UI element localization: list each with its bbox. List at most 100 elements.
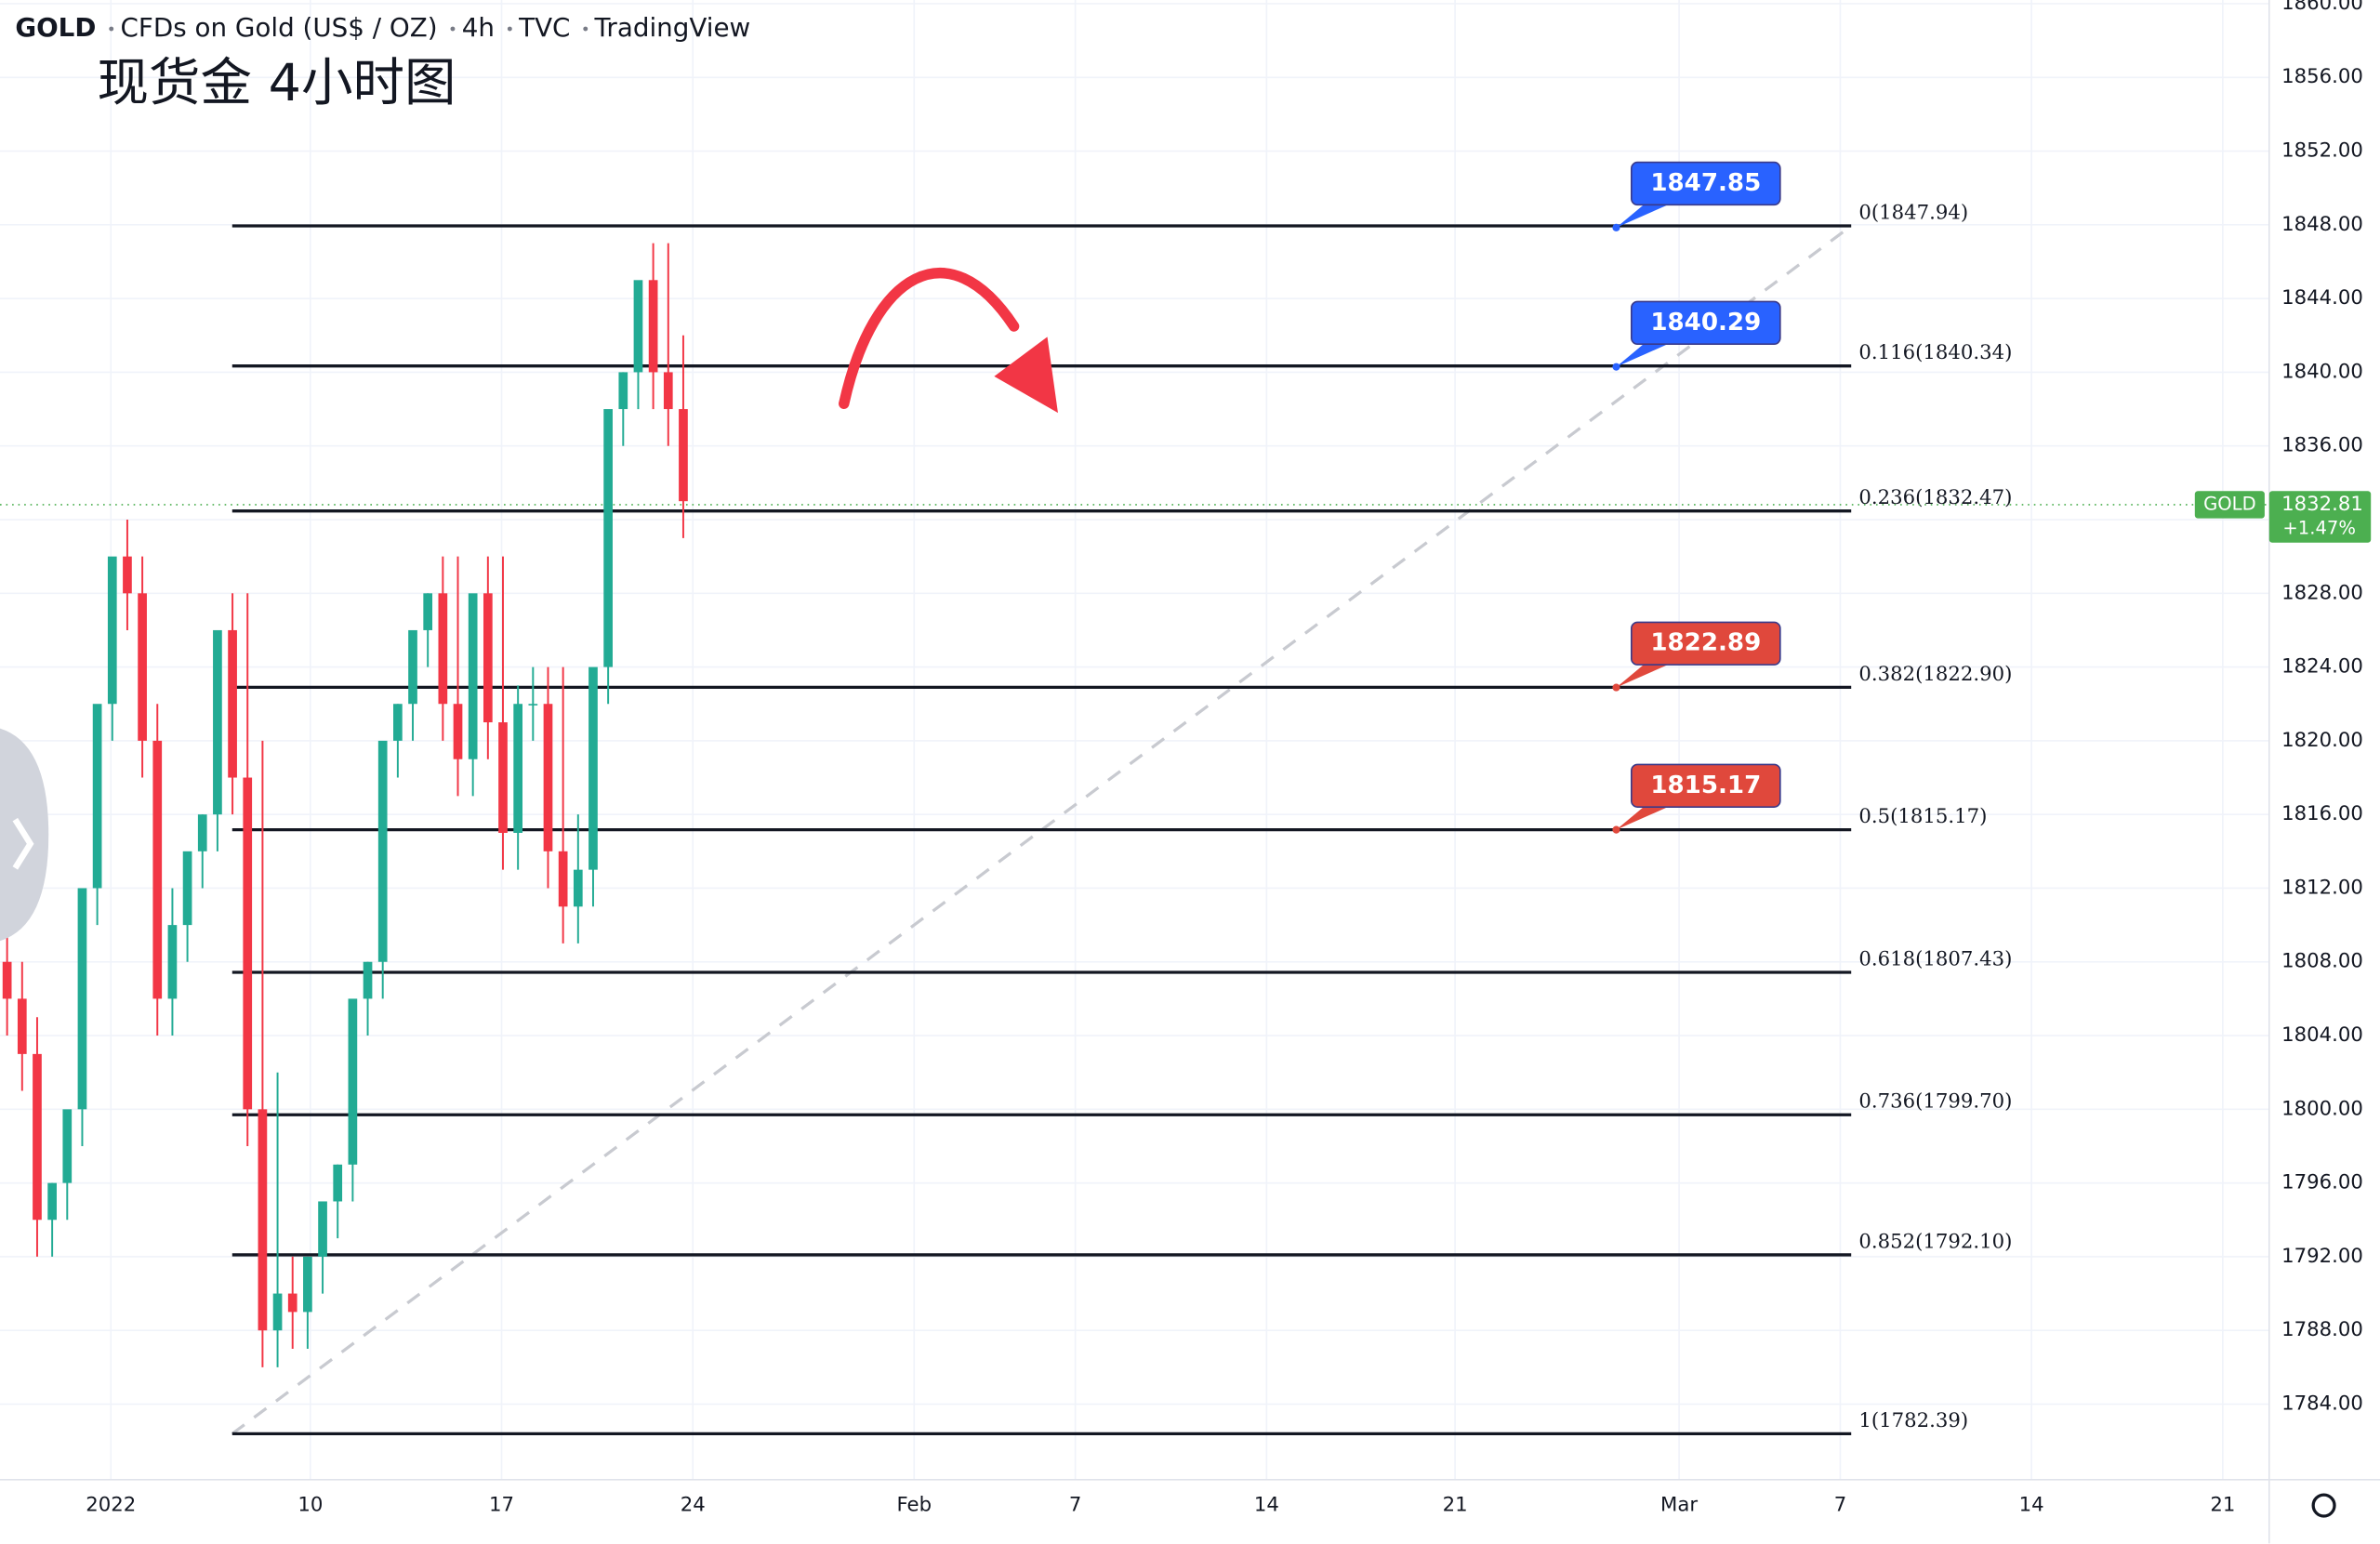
x-tick-label: 21 <box>2210 1494 2235 1517</box>
callout-anchor <box>1612 363 1620 371</box>
candle-body <box>92 704 102 889</box>
candle-body <box>17 998 27 1054</box>
candle-body <box>377 740 388 962</box>
y-tick-label: 1820.00 <box>2281 729 2363 752</box>
fib-label: 0.5(1815.17) <box>1858 805 1987 828</box>
y-tick-label: 1844.00 <box>2281 286 2363 310</box>
candle-body <box>258 1109 268 1331</box>
candle-body <box>573 869 583 907</box>
candle-body <box>513 704 523 833</box>
candle-body <box>318 1201 327 1257</box>
header-text: TradingView <box>594 12 751 43</box>
callout-pointer <box>1616 344 1668 367</box>
candle-body <box>77 888 87 1110</box>
header-separator <box>450 26 456 32</box>
candle-body <box>138 593 147 741</box>
candle-body <box>333 1164 343 1202</box>
candle-body <box>558 851 568 907</box>
header: GOLD CFDs on Gold (US$ / OZ) 4h TVC TradingV… <box>15 12 750 43</box>
candle-body <box>272 1293 283 1331</box>
candle-body <box>243 777 253 1110</box>
header-separator <box>109 26 114 32</box>
callout-pointer <box>1616 807 1668 830</box>
y-tick-label: 1848.00 <box>2281 213 2363 236</box>
candle-body <box>648 280 658 373</box>
callout-pointer <box>1616 665 1668 688</box>
header-separator <box>507 26 512 32</box>
candle-body <box>393 704 403 741</box>
candle-body <box>363 961 373 999</box>
x-tick-label: 17 <box>489 1494 514 1517</box>
candle-body <box>633 280 643 373</box>
x-tick-label: 7 <box>1069 1494 1082 1517</box>
candle-body <box>228 629 237 778</box>
price-tag-change: +1.47% <box>2282 518 2356 539</box>
plot: 0(1847.94) 0.116(1840.34) 0.236(1832.47) 0.… <box>0 161 2269 1436</box>
header-separator <box>583 26 588 32</box>
annotation-arrow <box>839 268 1020 409</box>
callout-label: 1822.89 <box>1650 629 1761 657</box>
x-tick-label: 7 <box>1834 1494 1847 1517</box>
candle-body <box>543 704 553 851</box>
x-tick-label: 14 <box>2019 1494 2044 1517</box>
y-tick-label: 1784.00 <box>2281 1392 2363 1416</box>
header-text: CFDs on Gold (US$ / OZ) <box>121 12 438 43</box>
candle-body <box>618 372 628 410</box>
price-tag-value: 1832.81 <box>2281 493 2363 516</box>
x-tick-label: 24 <box>681 1494 706 1517</box>
x-tick-label: 14 <box>1254 1494 1279 1517</box>
fib-label: 0.736(1799.70) <box>1858 1090 2012 1114</box>
overlay-title: 现货金 4小时图 <box>97 53 456 113</box>
x-tick-label: 2022 <box>86 1494 136 1517</box>
callout-box <box>1630 161 1781 206</box>
candle-body <box>348 998 358 1165</box>
y-tick-label: 1860.00 <box>2281 0 2363 15</box>
candle-body <box>197 814 207 851</box>
y-tick-label: 1840.00 <box>2281 360 2363 383</box>
candle-body <box>498 722 508 833</box>
side-toggle-icon <box>12 817 34 870</box>
fib-label: 0(1847.94) <box>1858 201 1968 224</box>
trend-line <box>231 224 1853 1435</box>
candle-body <box>423 593 433 630</box>
fib-label: 0.236(1832.47) <box>1858 486 2012 509</box>
callout-anchor <box>1612 825 1620 834</box>
candle-body <box>287 1293 298 1313</box>
candle-body <box>438 593 448 705</box>
settings-icon[interactable] <box>2311 1493 2336 1518</box>
callout-label: 1840.29 <box>1650 309 1761 337</box>
y-tick-label: 1852.00 <box>2281 139 2363 163</box>
y-tick-label: 1836.00 <box>2281 434 2363 457</box>
annotation-arrow-head <box>994 337 1058 414</box>
y-tick-label: 1812.00 <box>2281 876 2363 899</box>
candle-body <box>2 961 12 999</box>
callout-label: 1847.85 <box>1650 169 1761 197</box>
symbol-tag <box>2194 491 2265 519</box>
header-text: GOLD <box>15 12 96 43</box>
callout-pointer <box>1616 205 1668 228</box>
price-tag <box>2268 491 2372 543</box>
y-tick-label: 1796.00 <box>2281 1171 2363 1194</box>
x-tick-label: 10 <box>298 1494 323 1517</box>
y-tick-label: 1788.00 <box>2281 1318 2363 1341</box>
callout-label: 1815.17 <box>1650 772 1761 799</box>
symbol-tag-text: GOLD <box>2203 493 2256 514</box>
callout-box <box>1630 763 1781 808</box>
header-text: TVC <box>518 12 570 43</box>
candle-body <box>47 1182 57 1221</box>
callout-box <box>1630 300 1781 346</box>
candle-body <box>213 629 222 815</box>
candle-body <box>152 740 163 999</box>
fib-label: 0.852(1792.10) <box>1858 1230 2012 1253</box>
fib-label: 0.116(1840.34) <box>1858 341 2012 364</box>
fib-label: 1(1782.39) <box>1858 1409 1968 1432</box>
fib-label: 0.618(1807.43) <box>1858 947 2012 970</box>
candle-body <box>528 704 538 706</box>
candle-body <box>453 704 463 759</box>
candle-body <box>33 1053 42 1221</box>
y-tick-label: 1804.00 <box>2281 1023 2363 1047</box>
x-tick-label: Mar <box>1660 1494 1698 1517</box>
candle-body <box>107 556 117 705</box>
